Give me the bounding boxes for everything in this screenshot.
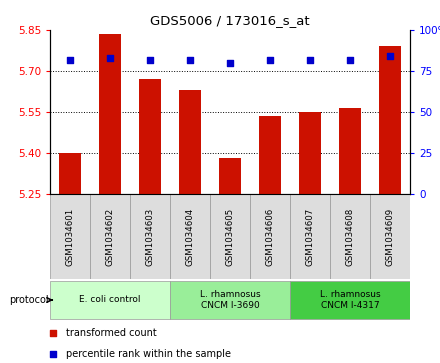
Point <box>346 57 353 62</box>
Title: GDS5006 / 173016_s_at: GDS5006 / 173016_s_at <box>150 15 310 28</box>
Text: GSM1034602: GSM1034602 <box>106 207 114 266</box>
Point <box>386 53 393 59</box>
Text: GSM1034608: GSM1034608 <box>345 207 355 266</box>
Point <box>106 55 114 61</box>
Point <box>227 60 234 66</box>
Bar <box>330 194 370 279</box>
Bar <box>250 194 290 279</box>
Bar <box>210 194 250 279</box>
Text: percentile rank within the sample: percentile rank within the sample <box>66 349 231 359</box>
Bar <box>370 194 410 279</box>
Bar <box>219 159 241 194</box>
Text: GSM1034603: GSM1034603 <box>146 207 154 266</box>
Bar <box>259 116 281 194</box>
Bar <box>339 108 361 194</box>
Text: GSM1034607: GSM1034607 <box>305 207 315 266</box>
Bar <box>90 194 130 279</box>
Point <box>49 330 56 336</box>
Bar <box>299 112 321 194</box>
Bar <box>50 194 90 279</box>
Bar <box>130 194 170 279</box>
Text: L. rhamnosus
CNCM I-3690: L. rhamnosus CNCM I-3690 <box>200 290 260 310</box>
Text: GSM1034609: GSM1034609 <box>385 207 395 266</box>
Bar <box>290 194 330 279</box>
Point <box>147 57 154 62</box>
Point <box>307 57 314 62</box>
Text: GSM1034606: GSM1034606 <box>265 207 275 266</box>
Bar <box>59 153 81 194</box>
Bar <box>50 281 170 319</box>
Text: transformed count: transformed count <box>66 328 157 338</box>
Bar <box>290 281 410 319</box>
Text: E. coli control: E. coli control <box>79 295 141 305</box>
Bar <box>170 194 210 279</box>
Bar <box>170 281 290 319</box>
Text: GSM1034601: GSM1034601 <box>66 207 74 266</box>
Bar <box>99 34 121 194</box>
Bar <box>139 79 161 194</box>
Point <box>187 57 194 62</box>
Point <box>49 351 56 357</box>
Text: GSM1034605: GSM1034605 <box>226 207 235 266</box>
Point <box>267 57 274 62</box>
Text: protocol: protocol <box>10 295 49 305</box>
Point <box>66 57 73 62</box>
Bar <box>179 90 201 194</box>
Text: L. rhamnosus
CNCM I-4317: L. rhamnosus CNCM I-4317 <box>320 290 380 310</box>
Bar <box>379 46 401 194</box>
Text: GSM1034604: GSM1034604 <box>186 207 194 266</box>
